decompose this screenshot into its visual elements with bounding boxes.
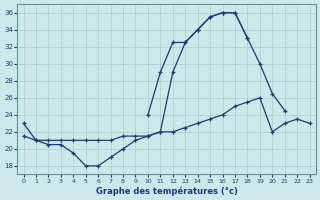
- X-axis label: Graphe des températures (°c): Graphe des températures (°c): [96, 186, 237, 196]
